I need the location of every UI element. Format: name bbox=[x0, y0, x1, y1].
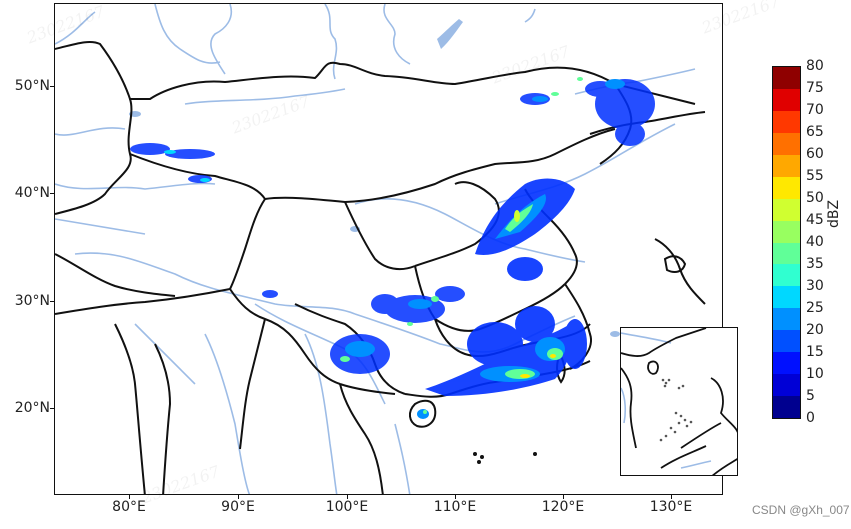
colorbar-segment bbox=[773, 242, 800, 265]
colorbar-segment bbox=[773, 396, 800, 418]
inset-canvas bbox=[621, 328, 737, 475]
x-tickmark bbox=[671, 495, 673, 499]
colorbar-segment bbox=[773, 286, 800, 309]
colorbar-tick-label: 35 bbox=[806, 256, 824, 272]
map-canvas bbox=[55, 4, 706, 494]
colorbar-tick-label: 10 bbox=[806, 366, 824, 382]
south-china-sea-inset bbox=[620, 327, 738, 476]
colorbar-segment bbox=[773, 330, 800, 353]
colorbar-segment bbox=[773, 198, 800, 221]
x-tickmark bbox=[347, 495, 349, 499]
colorbar-tick-label: 60 bbox=[806, 146, 824, 162]
colorbar-segment bbox=[773, 132, 800, 155]
y-tickmark bbox=[50, 193, 54, 195]
x-tickmark bbox=[455, 495, 457, 499]
y-tickmark bbox=[50, 86, 54, 88]
colorbar-tick-label: 15 bbox=[806, 344, 824, 360]
x-tick-label-90e: 90°E bbox=[221, 499, 255, 515]
colorbar-tick-label: 75 bbox=[806, 80, 824, 96]
colorbar-segment bbox=[773, 264, 800, 287]
colorbar-tick-label: 30 bbox=[806, 278, 824, 294]
credit-watermark: CSDN @gXh_007 bbox=[752, 503, 850, 517]
x-tick-label-80e: 80°E bbox=[112, 499, 146, 515]
colorbar-segment bbox=[773, 154, 800, 177]
colorbar-segment bbox=[773, 110, 800, 133]
y-tickmark bbox=[50, 301, 54, 303]
y-tickmark bbox=[50, 408, 54, 410]
x-tickmark bbox=[238, 495, 240, 499]
x-tick-label-130e: 130°E bbox=[649, 499, 693, 515]
x-tickmark bbox=[563, 495, 565, 499]
colorbar-tick-label: 5 bbox=[806, 388, 815, 404]
colorbar-tick-label: 80 bbox=[806, 58, 824, 74]
colorbar-segment bbox=[773, 220, 800, 243]
colorbar-segment bbox=[773, 176, 800, 199]
colorbar-tick-label: 40 bbox=[806, 234, 824, 250]
y-tick-label-50n: 50°N bbox=[14, 78, 50, 94]
colorbar-tick-label: 70 bbox=[806, 102, 824, 118]
colorbar-segment bbox=[773, 308, 800, 331]
colorbar-tick-label: 25 bbox=[806, 300, 824, 316]
colorbar-segment bbox=[773, 67, 800, 89]
x-tick-label-110e: 110°E bbox=[433, 499, 477, 515]
map-plot-area bbox=[54, 3, 723, 495]
x-tickmark bbox=[129, 495, 131, 499]
colorbar-tick-label: 55 bbox=[806, 168, 824, 184]
colorbar-segment bbox=[773, 88, 800, 111]
y-tick-label-30n: 30°N bbox=[14, 293, 50, 309]
colorbar-tick-label: 45 bbox=[806, 212, 824, 228]
y-tick-label-40n: 40°N bbox=[14, 185, 50, 201]
colorbar-tick-label: 65 bbox=[806, 124, 824, 140]
colorbar bbox=[772, 66, 801, 419]
radar-echoes bbox=[130, 77, 655, 419]
colorbar-tick-label: 0 bbox=[806, 410, 815, 426]
colorbar-title: dBZ bbox=[826, 199, 842, 228]
rivers bbox=[55, 4, 696, 494]
islands bbox=[473, 452, 537, 464]
colorbar-tick-label: 20 bbox=[806, 322, 824, 338]
colorbar-segment bbox=[773, 374, 800, 397]
x-tick-label-120e: 120°E bbox=[541, 499, 585, 515]
colorbar-segment bbox=[773, 352, 800, 375]
colorbar-tick-label: 50 bbox=[806, 190, 824, 206]
y-tick-label-20n: 20°N bbox=[14, 400, 50, 416]
lakes bbox=[129, 19, 620, 337]
x-tick-label-100e: 100°E bbox=[325, 499, 369, 515]
